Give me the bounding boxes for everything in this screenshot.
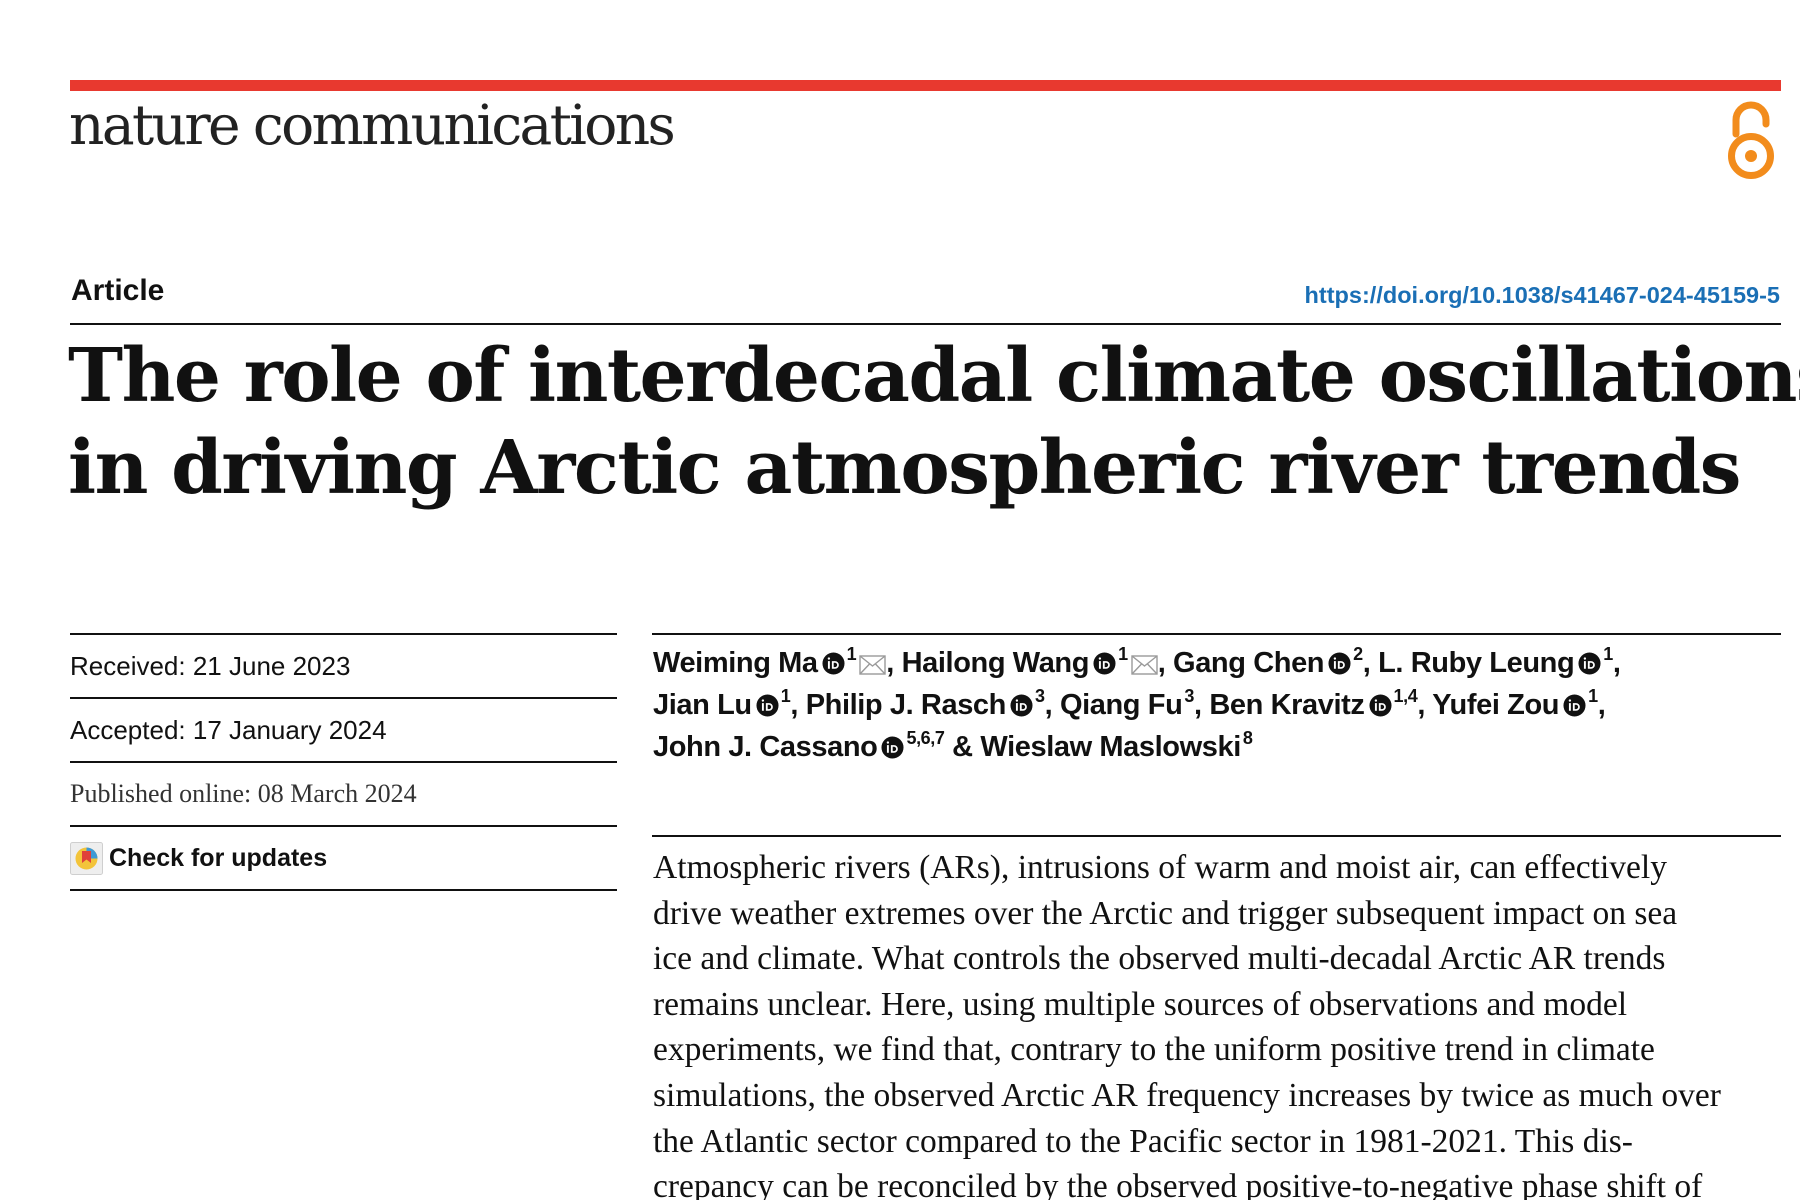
author: Yufei Zou 1, bbox=[1432, 686, 1606, 721]
affiliation-number: 1,4 bbox=[1393, 686, 1418, 706]
author: Jian Lu 1, bbox=[653, 686, 799, 721]
orcid-icon[interactable] bbox=[756, 694, 779, 717]
affiliation-number: 5,6,7 bbox=[906, 728, 945, 748]
author-name[interactable]: Weiming Ma bbox=[653, 647, 818, 679]
orcid-icon[interactable] bbox=[1578, 652, 1601, 675]
check-for-updates-label: Check for updates bbox=[109, 843, 328, 872]
abstract: Atmospheric rivers (ARs), intrusions of … bbox=[653, 845, 1788, 1200]
author-separator: , bbox=[1157, 647, 1166, 679]
author: John J. Cassano 5,6,7 & bbox=[653, 728, 973, 763]
author-separator: , bbox=[790, 689, 799, 721]
affiliation-number: 2 bbox=[1353, 644, 1363, 664]
open-access-lock-icon bbox=[1728, 101, 1774, 179]
orcid-icon[interactable] bbox=[1010, 694, 1033, 717]
author: Ben Kravitz 1,4, bbox=[1209, 686, 1426, 721]
author-name[interactable]: Qiang Fu bbox=[1059, 689, 1183, 721]
author-separator: , bbox=[886, 647, 894, 679]
affiliation-number: 1 bbox=[780, 686, 791, 706]
abstract-line: remains unclear. Here, using multiple so… bbox=[653, 985, 1628, 1023]
abstract-line: drive weather extremes over the Arctic a… bbox=[653, 894, 1678, 932]
abstract-top-rule bbox=[652, 835, 1781, 837]
author-separator: , bbox=[1597, 689, 1606, 721]
meta-top-rule bbox=[70, 633, 617, 635]
publication-history: Received: 21 June 2023 Accepted: 17 Janu… bbox=[70, 633, 617, 891]
title-line: in driving Arctic atmospheric river tren… bbox=[68, 425, 1741, 511]
published-date: Published online: 08 March 2024 bbox=[70, 763, 617, 827]
journal-name[interactable]: nature communications bbox=[69, 93, 676, 157]
author-name[interactable]: Gang Chen bbox=[1173, 647, 1325, 679]
author-name[interactable]: Wieslaw Maslowski bbox=[980, 731, 1241, 763]
author-line: Jian Lu 1, Philip J. Rasch 3, Qiang Fu 3, B… bbox=[653, 684, 1781, 726]
author: Weiming Ma 1, bbox=[653, 644, 894, 679]
accepted-date: Accepted: 17 January 2024 bbox=[70, 699, 617, 763]
abstract-line: Atmospheric rivers (ARs), intrusions of … bbox=[653, 849, 1667, 886]
abstract-line: ice and climate. What controls the obser… bbox=[653, 940, 1666, 978]
abstract-line: the Atlantic sector compared to the Paci… bbox=[653, 1122, 1633, 1160]
orcid-icon[interactable] bbox=[1563, 694, 1586, 717]
affiliation-number: 3 bbox=[1034, 686, 1045, 706]
author-list: Weiming Ma 1, Hailong Wang 1, Gang Chen 2, … bbox=[653, 642, 1781, 768]
author-line: Weiming Ma 1, Hailong Wang 1, Gang Chen 2, … bbox=[653, 642, 1781, 684]
author-name[interactable]: L. Ruby Leung bbox=[1378, 647, 1575, 679]
author-line: John J. Cassano 5,6,7 & Wieslaw Maslowski… bbox=[653, 726, 1781, 768]
article-type-label: Article bbox=[71, 274, 165, 307]
orcid-icon[interactable] bbox=[822, 652, 845, 675]
author-name[interactable]: John J. Cassano bbox=[653, 731, 878, 763]
orcid-icon[interactable] bbox=[1093, 652, 1116, 675]
title-top-rule bbox=[70, 323, 1781, 325]
orcid-icon[interactable] bbox=[881, 736, 904, 759]
author-name[interactable]: Yufei Zou bbox=[1432, 689, 1560, 721]
author: L. Ruby Leung 1, bbox=[1378, 644, 1621, 679]
email-icon[interactable] bbox=[1131, 655, 1158, 675]
author-name[interactable]: Philip J. Rasch bbox=[805, 689, 1007, 721]
author-separator: , bbox=[1612, 647, 1621, 679]
article-title: The role of interdecadal climate oscilla… bbox=[68, 330, 1800, 514]
author-separator: , bbox=[1417, 689, 1426, 721]
affiliation-number: 1 bbox=[1118, 644, 1128, 664]
author: Qiang Fu 3, bbox=[1059, 686, 1202, 721]
abstract-line: experiments, we find that, contrary to t… bbox=[653, 1031, 1655, 1069]
orcid-icon[interactable] bbox=[1369, 694, 1392, 717]
author: Wieslaw Maslowski 8 bbox=[980, 728, 1253, 763]
affiliation-number: 1 bbox=[846, 644, 857, 664]
check-for-updates-button[interactable]: Check for updates bbox=[70, 827, 617, 891]
doi-link[interactable]: https://doi.org/10.1038/s41467-024-45159… bbox=[1304, 282, 1780, 308]
author-separator: , bbox=[1362, 647, 1371, 679]
author-separator: , bbox=[1044, 689, 1053, 721]
journal-accent-bar bbox=[70, 80, 1781, 91]
author-name[interactable]: Ben Kravitz bbox=[1209, 689, 1365, 721]
affiliation-number: 3 bbox=[1184, 686, 1195, 706]
crossmark-icon bbox=[70, 841, 103, 875]
affiliation-number: 1 bbox=[1588, 686, 1598, 706]
author-separator: , bbox=[1194, 689, 1202, 721]
authors-top-rule bbox=[652, 633, 1781, 635]
author: Gang Chen 2, bbox=[1173, 644, 1371, 679]
orcid-icon[interactable] bbox=[1328, 652, 1351, 675]
author-name[interactable]: Hailong Wang bbox=[901, 647, 1090, 679]
email-icon[interactable] bbox=[859, 655, 886, 675]
author-separator: & bbox=[944, 731, 973, 763]
abstract-line: crepancy can be reconciled by the observ… bbox=[653, 1168, 1703, 1200]
affiliation-number: 8 bbox=[1242, 728, 1253, 748]
affiliation-number: 1 bbox=[1603, 644, 1613, 664]
abstract-line: simulations, the observed Arctic AR freq… bbox=[653, 1076, 1721, 1114]
author: Hailong Wang 1, bbox=[901, 644, 1166, 679]
received-date: Received: 21 June 2023 bbox=[70, 635, 617, 699]
author: Philip J. Rasch 3, bbox=[805, 686, 1053, 721]
author-name[interactable]: Jian Lu bbox=[653, 689, 752, 721]
title-line: The role of interdecadal climate oscilla… bbox=[68, 333, 1800, 419]
